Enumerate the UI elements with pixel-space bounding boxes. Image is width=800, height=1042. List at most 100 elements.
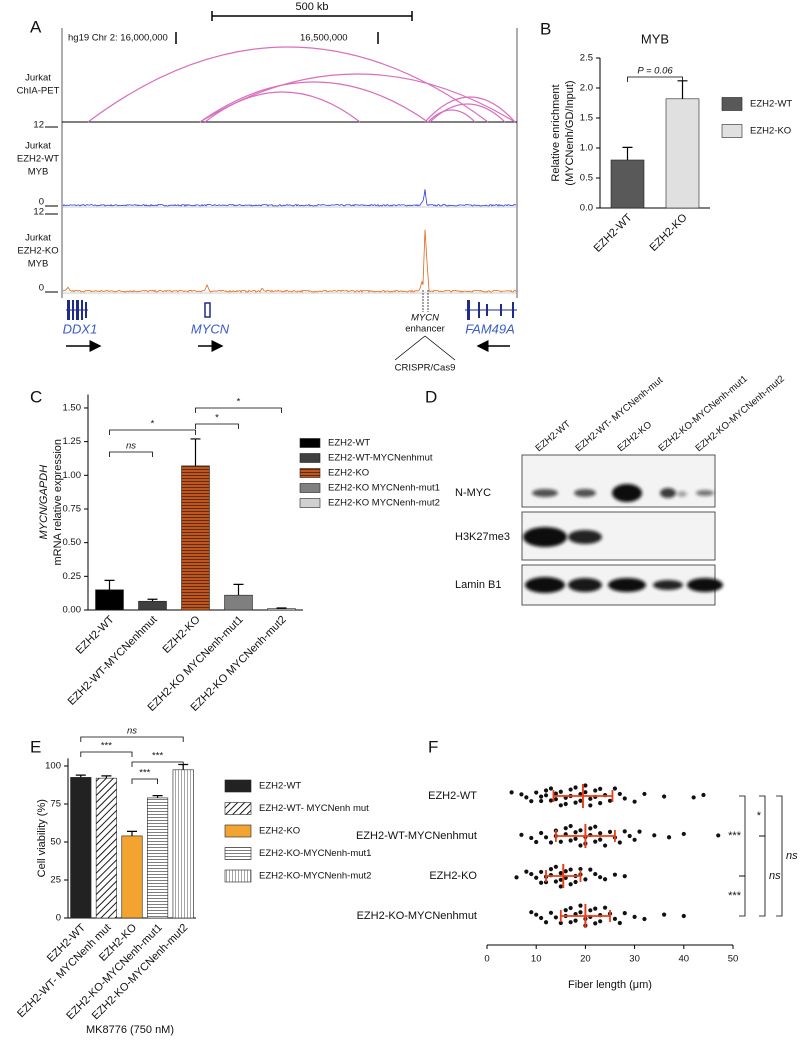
data-point [662, 794, 667, 799]
y-tick-label: 1.0 [580, 143, 593, 154]
significance-label: *** [139, 768, 150, 779]
significance-bracket [739, 875, 746, 917]
data-point [573, 879, 578, 885]
exon [467, 300, 470, 320]
coordinate-label: 16,500,000 [300, 33, 348, 44]
blot-band [608, 578, 646, 592]
bar [95, 777, 117, 919]
interaction-arc [199, 81, 429, 123]
data-point [553, 797, 558, 802]
track-max: 12 [33, 207, 44, 218]
data-point [598, 919, 603, 924]
x-tick-label: EZH2-WT [74, 613, 117, 656]
significance-label: * [151, 419, 155, 430]
x-tick-label: 20 [580, 954, 591, 965]
x-tick-label: 50 [728, 954, 739, 965]
data-point [568, 787, 573, 792]
crispr-label: CRISPR/Cas9 [395, 363, 456, 374]
blot-band [687, 578, 723, 592]
blot-row-label: N-MYC [455, 487, 491, 499]
y-tick-label: 0.0 [580, 203, 593, 214]
exon [486, 304, 488, 316]
data-point [543, 835, 549, 840]
legend-label: EZH2-WT- MYCNenh mut [259, 803, 369, 814]
x-tick-label: 30 [629, 954, 640, 965]
y-tick-label: 0.5 [580, 173, 593, 184]
data-point [543, 793, 549, 798]
category-label: EZH2-KO-MYCNenhmut [357, 910, 477, 922]
bar [95, 589, 124, 611]
error-bar [147, 598, 158, 602]
data-point [534, 839, 539, 845]
data-point [543, 788, 549, 793]
data-point [622, 829, 627, 834]
data-point [622, 874, 627, 879]
bar [70, 777, 92, 919]
data-point [568, 920, 573, 925]
data-point [568, 867, 573, 872]
legend-label: EZH2-KO [259, 826, 300, 837]
data-point [529, 799, 534, 804]
y-tick-label: 0.25 [63, 571, 82, 582]
significance-label: *** [728, 890, 742, 902]
data-point [529, 910, 534, 915]
significance-label: ns [126, 441, 136, 452]
significance-bracket [627, 76, 683, 82]
bar [172, 769, 194, 919]
data-point [563, 801, 568, 807]
data-point [568, 823, 573, 829]
x-tick-label: 10 [531, 954, 542, 965]
data-point [598, 837, 603, 842]
error-bar [101, 775, 112, 779]
legend-swatch [299, 453, 321, 463]
y-tick-label: 1.5 [580, 113, 593, 124]
data-point [558, 789, 563, 794]
bar [665, 98, 700, 209]
data-point [568, 838, 573, 843]
data-point [509, 790, 514, 795]
data-point [524, 795, 529, 800]
track-min: 0 [39, 283, 44, 294]
x-axis-label: MK8776 (750 nM) [86, 1024, 174, 1036]
data-point [558, 877, 563, 882]
legend-label: EZH2-KO MYCNenh-mut2 [328, 498, 440, 509]
data-point [588, 826, 593, 831]
track-label: Jurkat [25, 233, 51, 244]
legend-swatch [224, 802, 252, 815]
data-point [573, 836, 578, 841]
data-point [558, 871, 563, 876]
significance-label: *** [152, 751, 163, 762]
data-point [543, 880, 549, 885]
panel-a: A 500 kb hg19 Chr 2: 16,000,000 16,500,0… [17, 1, 518, 374]
gene-label: MYCN [191, 321, 230, 336]
significance-bracket [80, 751, 133, 757]
sd-bar [552, 790, 614, 802]
data-point [529, 835, 534, 841]
track-max: 12 [33, 120, 44, 131]
data-point [573, 918, 578, 923]
y-tick-label: 2.5 [580, 53, 593, 64]
panel-label: E [30, 737, 41, 756]
data-point [652, 833, 657, 838]
track-label: MYB [28, 259, 49, 270]
data-point [553, 864, 558, 869]
data-point [578, 910, 583, 915]
significance-bracket [109, 429, 196, 435]
signal-track [62, 229, 517, 293]
x-axis-label: Fiber length (μm) [568, 979, 652, 991]
data-point [539, 880, 544, 885]
error-bar [233, 583, 244, 596]
error-bar [104, 579, 115, 590]
significance-bracket [131, 761, 184, 767]
blot-band [612, 484, 642, 502]
y-tick-label: 75 [50, 799, 61, 810]
x-tick-label: EZH2-WT [592, 211, 635, 254]
data-point [553, 791, 558, 796]
panel-label: F [428, 737, 438, 756]
track-label: MYB [28, 167, 49, 178]
data-point [539, 869, 544, 875]
exon [67, 300, 70, 320]
data-point [602, 905, 608, 910]
bar [610, 159, 645, 209]
data-point [558, 884, 563, 889]
